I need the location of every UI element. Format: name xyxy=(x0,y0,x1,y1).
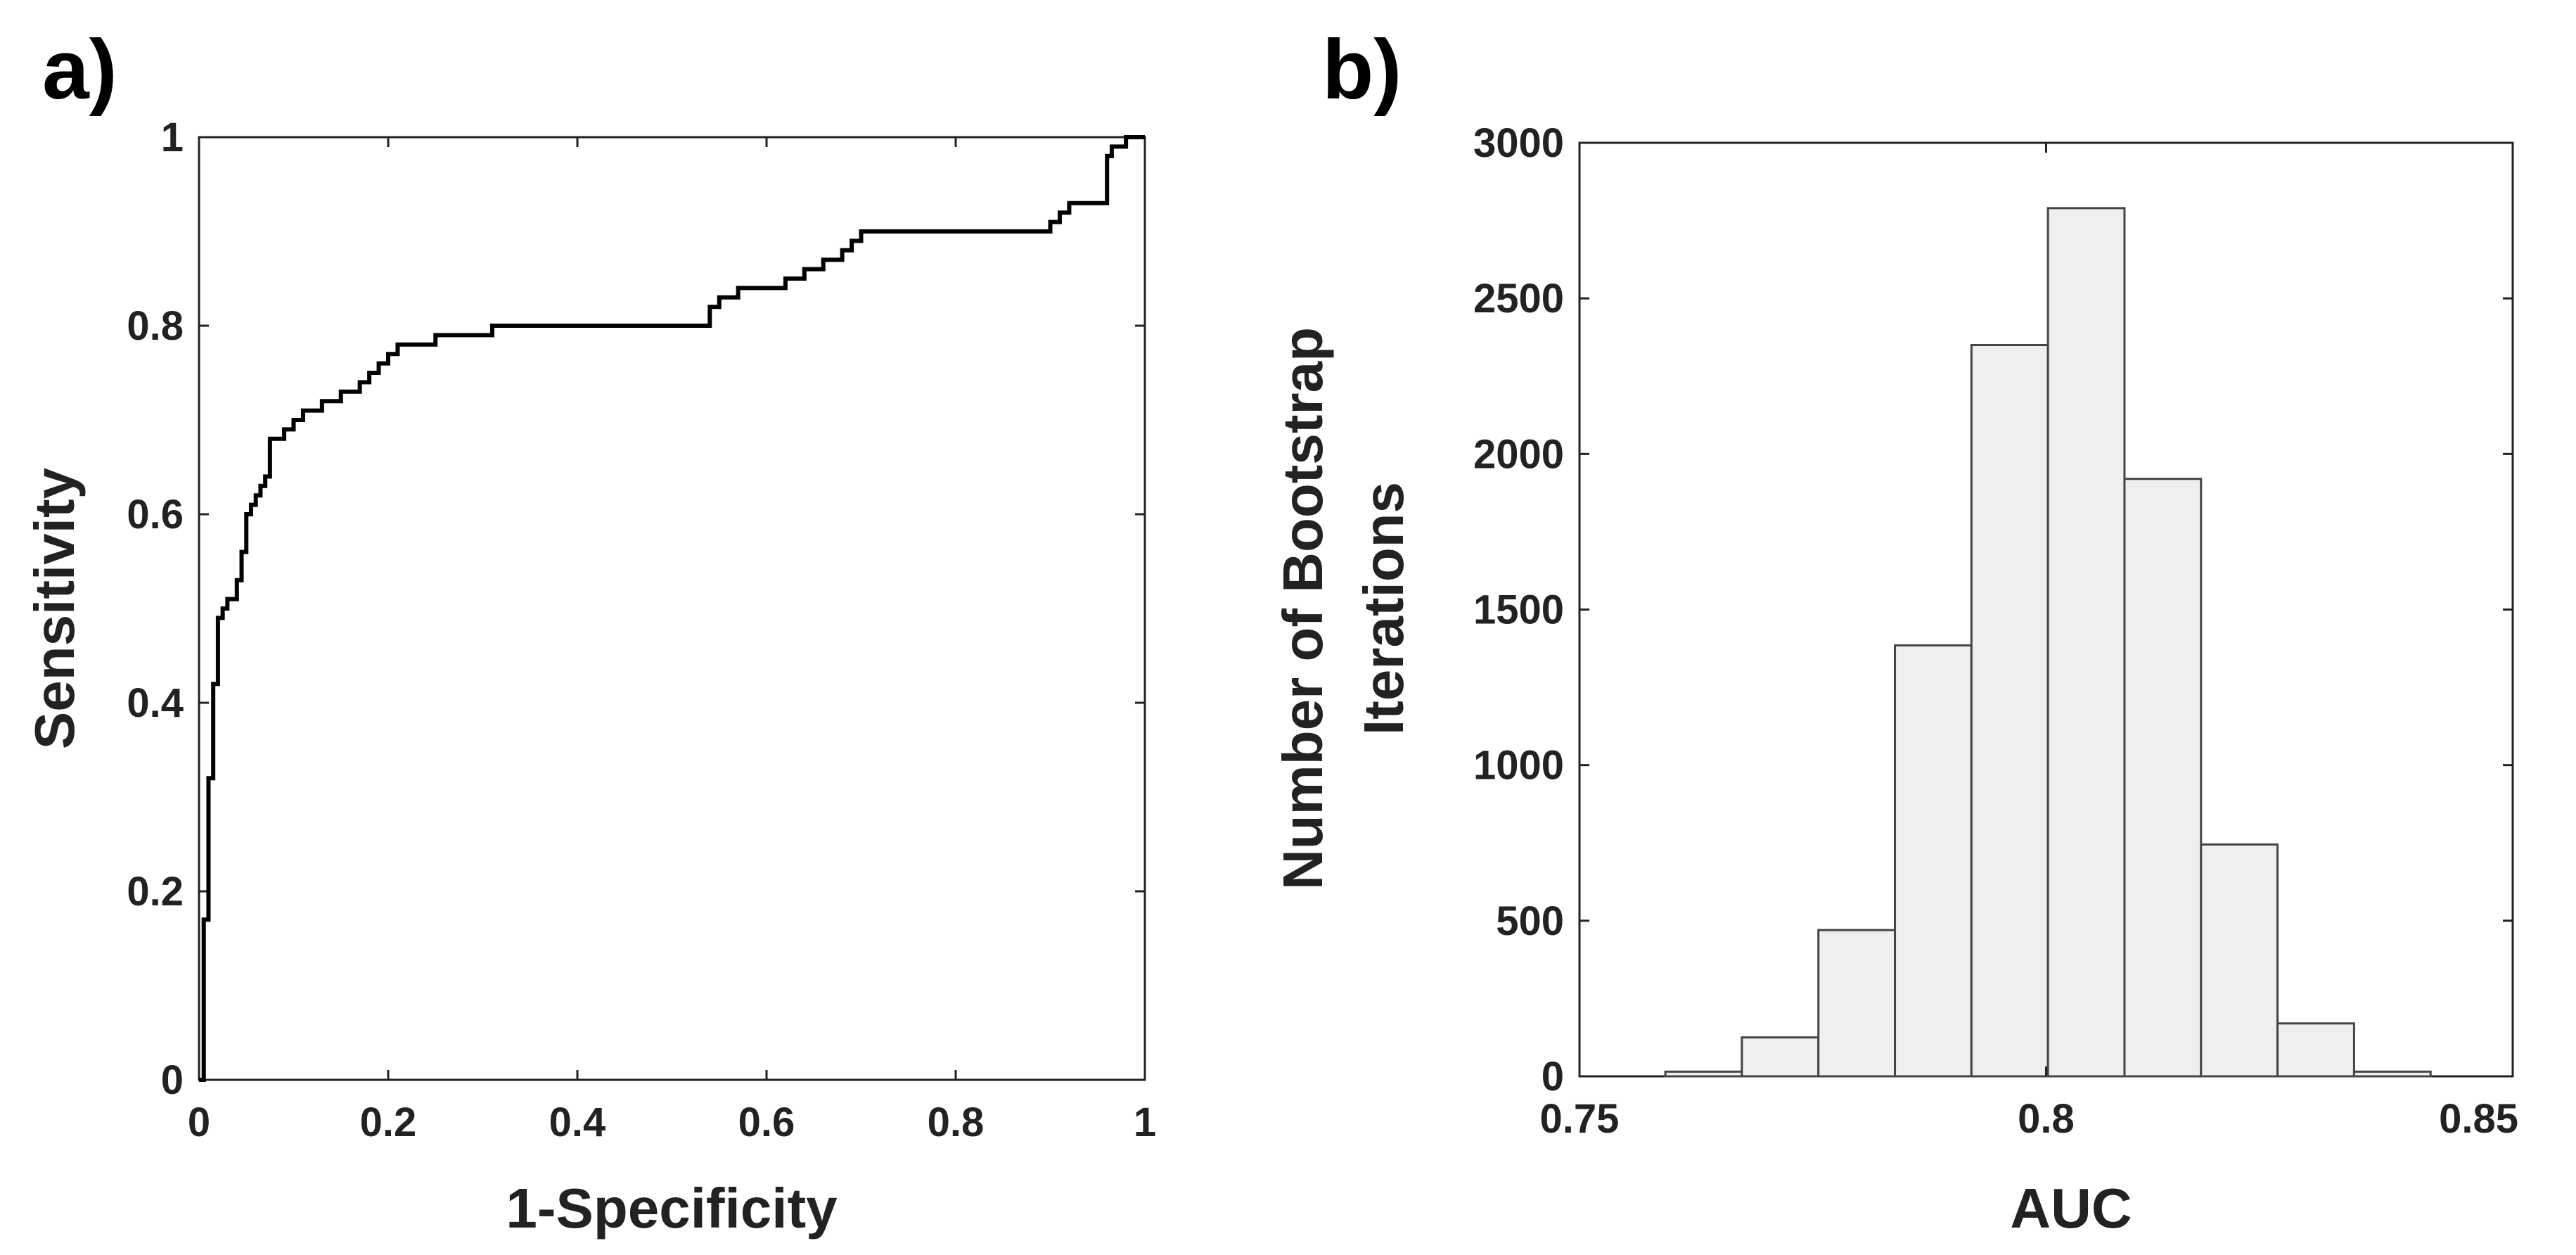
roc-axes-frame xyxy=(198,136,1146,1081)
roc-y-tick-label: 0.4 xyxy=(127,680,184,726)
histogram-bar xyxy=(2046,207,2126,1078)
histogram-bar xyxy=(2276,1022,2355,1078)
panel-a-label: a) xyxy=(42,23,117,117)
roc-x-tick-label: 0.4 xyxy=(549,1100,606,1145)
histogram-y-tick-label: 0 xyxy=(1542,1054,1564,1100)
roc-x-axis-title: 1-Specificity xyxy=(506,1177,838,1240)
histogram-bar xyxy=(1970,344,2049,1078)
histogram-y-tick-label: 2500 xyxy=(1473,276,1564,321)
histogram-bar xyxy=(2123,478,2203,1078)
histogram-x-axis-title: AUC xyxy=(2010,1177,2132,1240)
histogram-y-axis-title-line2: Iterations xyxy=(1352,482,1415,735)
roc-panel: a) 0 0.2 0.4 0.6 0.8 1 0 0.2 0.4 0.6 0.8 1 1-Speci… xyxy=(23,23,1156,1240)
roc-x-tick-label: 0.8 xyxy=(928,1100,985,1145)
histogram-y-tick-label: 3000 xyxy=(1473,120,1564,166)
roc-x-tick-label: 0.2 xyxy=(360,1100,417,1145)
roc-y-tick-label: 0.2 xyxy=(127,869,184,915)
histogram-x-tick-label: 0.8 xyxy=(2018,1096,2075,1142)
roc-x-tick-label: 0.6 xyxy=(738,1100,795,1145)
histogram-bar xyxy=(1894,644,1973,1078)
histogram-bar xyxy=(1741,1036,1820,1078)
histogram-y-tick-label: 500 xyxy=(1496,898,1564,944)
histogram-bar xyxy=(2200,843,2279,1078)
histogram-y-tick-label: 1000 xyxy=(1473,743,1564,789)
histogram-y-axis-title-line1: Number of Bootstrap xyxy=(1271,327,1334,890)
histogram-x-tick-label: 0.75 xyxy=(1540,1096,1620,1142)
histogram-y-tick-label: 1500 xyxy=(1473,587,1564,633)
histogram-bar xyxy=(1817,929,1897,1078)
roc-x-tick-label: 1 xyxy=(1134,1100,1156,1145)
roc-y-tick-label: 1 xyxy=(161,115,184,160)
roc-x-tick-label: 0 xyxy=(188,1100,210,1145)
histogram-bar xyxy=(1664,1070,1743,1078)
roc-y-axis-title: Sensitivity xyxy=(23,467,86,749)
panel-b-label: b) xyxy=(1322,23,1402,117)
roc-y-tick-label: 0 xyxy=(161,1057,184,1103)
roc-x-ticks: 0 0.2 0.4 0.6 0.8 1 xyxy=(188,137,1156,1145)
histogram-panel: b) 0.75 0.8 0.85 050010001500200025003000 … xyxy=(1271,23,2518,1240)
roc-y-tick-label: 0.6 xyxy=(127,492,184,537)
histogram-bars xyxy=(1664,207,2432,1078)
histogram-x-ticks: 0.75 0.8 0.85 xyxy=(1540,143,2518,1142)
histogram-bar xyxy=(2352,1070,2432,1078)
roc-curve-line xyxy=(199,135,1145,1082)
histogram-y-ticks: 0 500 1000 1500 2000 2500 3000 xyxy=(1473,120,2513,1100)
roc-y-ticks: 0 0.2 0.4 0.6 0.8 1 xyxy=(127,115,1145,1103)
roc-y-tick-label: 0.8 xyxy=(127,303,184,349)
histogram-y-tick-label: 2000 xyxy=(1473,431,1564,477)
histogram-x-tick-label: 0.85 xyxy=(2439,1096,2518,1142)
